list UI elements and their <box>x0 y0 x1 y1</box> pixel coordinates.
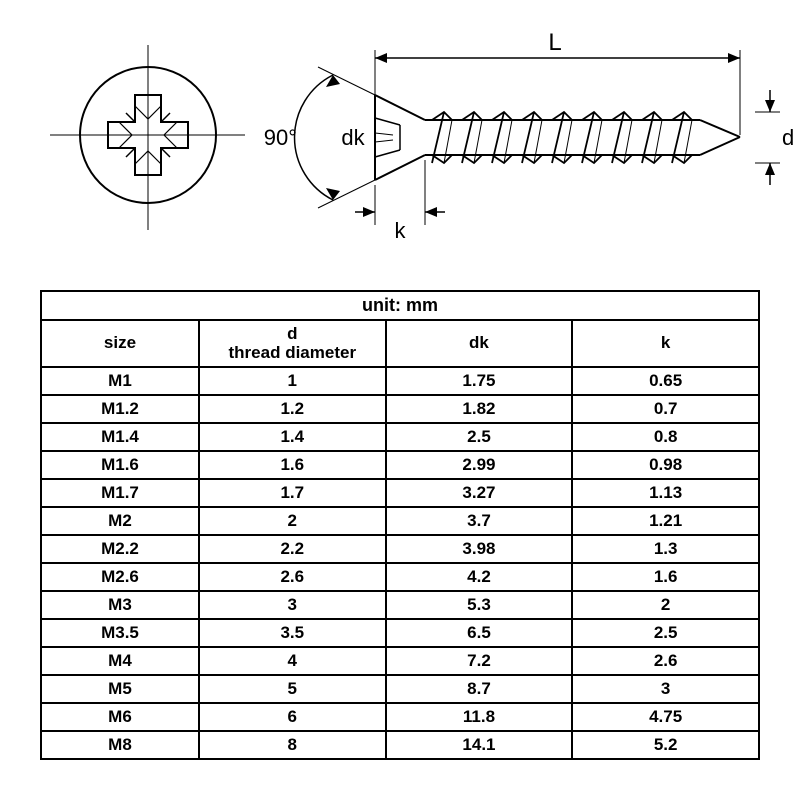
table-cell: M1.2 <box>41 395 199 423</box>
table-cell: 11.8 <box>386 703 573 731</box>
table-cell: 4.75 <box>572 703 759 731</box>
table-cell: M3 <box>41 591 199 619</box>
table-cell: 2.6 <box>572 647 759 675</box>
table-cell: 1 <box>199 367 386 395</box>
table-cell: 3.5 <box>199 619 386 647</box>
col-size-header: size <box>41 320 199 367</box>
angle-label: 90° <box>264 125 297 150</box>
screw-diagram-svg: L 90° <box>0 0 800 270</box>
table-row: M8814.15.2 <box>41 731 759 759</box>
table-cell: 2.5 <box>386 423 573 451</box>
table-cell: M6 <box>41 703 199 731</box>
table-cell: 1.6 <box>199 451 386 479</box>
technical-diagram: L 90° <box>0 0 800 270</box>
table-cell: M1.7 <box>41 479 199 507</box>
col-dk-header: dk <box>386 320 573 367</box>
table-cell: M2.2 <box>41 535 199 563</box>
table-cell: 1.82 <box>386 395 573 423</box>
table-cell: 3.27 <box>386 479 573 507</box>
table-row: M1.71.73.271.13 <box>41 479 759 507</box>
table-cell: 6 <box>199 703 386 731</box>
table-cell: 5.2 <box>572 731 759 759</box>
table-cell: 3.98 <box>386 535 573 563</box>
dimensions-table: unit: mm size dthread diameter dk k M111… <box>40 290 760 760</box>
table-cell: M1 <box>41 367 199 395</box>
table-row: M2.22.23.981.3 <box>41 535 759 563</box>
table-row: M111.750.65 <box>41 367 759 395</box>
table-cell: M2 <box>41 507 199 535</box>
table-cell: 7.2 <box>386 647 573 675</box>
table-cell: 3.7 <box>386 507 573 535</box>
table-row: M1.21.21.820.7 <box>41 395 759 423</box>
table-row: M335.32 <box>41 591 759 619</box>
table-cell: 4 <box>199 647 386 675</box>
L-dimension-label: L <box>548 29 561 56</box>
table-cell: 6.5 <box>386 619 573 647</box>
table-row: M447.22.6 <box>41 647 759 675</box>
table-cell: 0.98 <box>572 451 759 479</box>
table-cell: 5 <box>199 675 386 703</box>
table-cell: 3 <box>572 675 759 703</box>
table-row: M2.62.64.21.6 <box>41 563 759 591</box>
table-cell: 1.75 <box>386 367 573 395</box>
table-cell: M4 <box>41 647 199 675</box>
table-cell: 0.8 <box>572 423 759 451</box>
k-dimension-label: k <box>395 218 407 243</box>
table-row: M1.41.42.50.8 <box>41 423 759 451</box>
table-row: M558.73 <box>41 675 759 703</box>
table-cell: 1.13 <box>572 479 759 507</box>
table-cell: M3.5 <box>41 619 199 647</box>
table-cell: 2.99 <box>386 451 573 479</box>
table-cell: 0.7 <box>572 395 759 423</box>
table-cell: 3 <box>199 591 386 619</box>
unit-cell: unit: mm <box>41 291 759 320</box>
d-dimension-label: d <box>782 125 794 150</box>
table-cell: 5.3 <box>386 591 573 619</box>
table-cell: 2 <box>572 591 759 619</box>
table-cell: 2 <box>199 507 386 535</box>
screw-side-view: L 90° <box>264 29 795 243</box>
table-cell: 14.1 <box>386 731 573 759</box>
table-cell: 0.65 <box>572 367 759 395</box>
table-cell: 1.4 <box>199 423 386 451</box>
table-cell: 8 <box>199 731 386 759</box>
table-cell: 1.6 <box>572 563 759 591</box>
table-cell: 1.2 <box>199 395 386 423</box>
table-cell: M1.4 <box>41 423 199 451</box>
table-cell: M8 <box>41 731 199 759</box>
table-cell: 4.2 <box>386 563 573 591</box>
table-cell: 2.2 <box>199 535 386 563</box>
table-row: M1.61.62.990.98 <box>41 451 759 479</box>
table-row: M6611.84.75 <box>41 703 759 731</box>
col-k-header: k <box>572 320 759 367</box>
col-d-header: dthread diameter <box>199 320 386 367</box>
table-cell: 1.7 <box>199 479 386 507</box>
table-row: M3.53.56.52.5 <box>41 619 759 647</box>
table-cell: 8.7 <box>386 675 573 703</box>
table-cell: M2.6 <box>41 563 199 591</box>
table-row: M223.71.21 <box>41 507 759 535</box>
dk-label: dk <box>341 125 365 150</box>
table-cell: 2.6 <box>199 563 386 591</box>
table-cell: 1.3 <box>572 535 759 563</box>
table-cell: M5 <box>41 675 199 703</box>
table-cell: 2.5 <box>572 619 759 647</box>
phillips-head-top-view <box>50 45 245 230</box>
table-cell: 1.21 <box>572 507 759 535</box>
table-cell: M1.6 <box>41 451 199 479</box>
